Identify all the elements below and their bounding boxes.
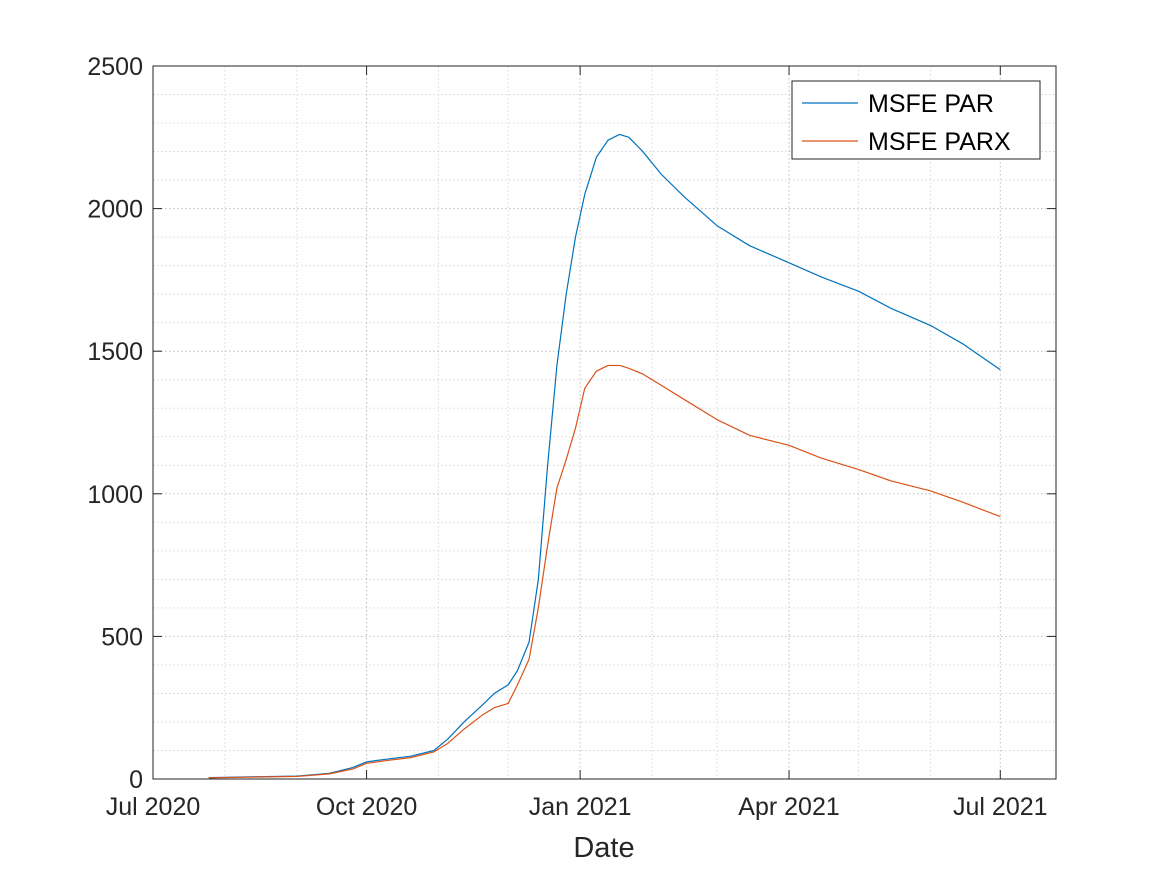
y-tick-label: 2000 (87, 196, 143, 224)
grid (153, 66, 1056, 779)
y-tick-label: 0 (129, 766, 143, 794)
x-axis-label: Date (573, 832, 634, 864)
series-line-1 (208, 133, 1001, 779)
legend-label-2: MSFE PARX (868, 128, 1011, 156)
y-tick-label: 500 (101, 623, 143, 651)
axes: 0 500 1000 1500 2000 2500 Jul 2020 Oct 2020 Jan … (87, 53, 1057, 821)
series-line-2 (208, 364, 1001, 779)
x-tick-label: Jul 2020 (106, 793, 201, 821)
x-tick-label: Oct 2020 (316, 793, 417, 821)
y-tick-label: 2500 (87, 53, 143, 81)
plot-area (208, 133, 1001, 779)
y-tick-label: 1500 (87, 338, 143, 366)
y-tick-label: 1000 (87, 481, 143, 509)
x-tick-label: Jan 2021 (529, 793, 632, 821)
x-tick-label: Apr 2021 (738, 793, 839, 821)
legend: MSFE PAR MSFE PARX (791, 80, 1041, 160)
x-tick-label: Jul 2021 (953, 793, 1048, 821)
legend-box (791, 80, 1041, 160)
legend-label-1: MSFE PAR (868, 90, 994, 118)
axes-box (152, 65, 1057, 780)
